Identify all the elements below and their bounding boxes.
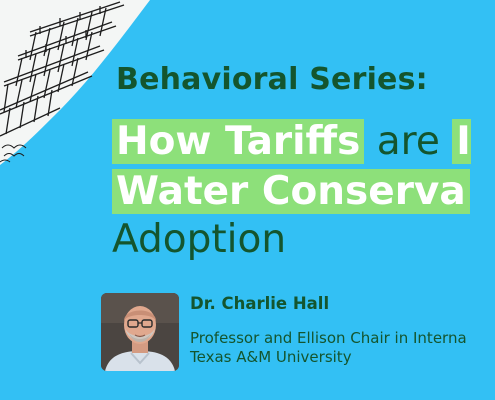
title-plain-3: Adoption [112,217,287,262]
speaker-name: Dr. Charlie Hall [190,294,330,313]
building-sketch-illustration [0,0,150,165]
speaker-organization: Texas A&M University [190,348,352,366]
title-line-1: How Tariffs are I [112,118,471,166]
title-line-3: Adoption [112,216,286,264]
title-highlight-2: Water Conserva [112,169,470,214]
title-highlight-1b: I [452,119,471,164]
speaker-photo [101,293,179,371]
person-headshot-icon [101,293,179,371]
title-plain-1-text: are [376,119,453,164]
title-plain-1: are I [377,119,471,164]
title-highlight-1: How Tariffs [112,119,365,164]
series-label: Behavioral Series: [116,62,428,97]
speaker-title: Professor and Ellison Chair in Interna [190,329,467,347]
title-line-2: Water Conserva [112,168,470,216]
